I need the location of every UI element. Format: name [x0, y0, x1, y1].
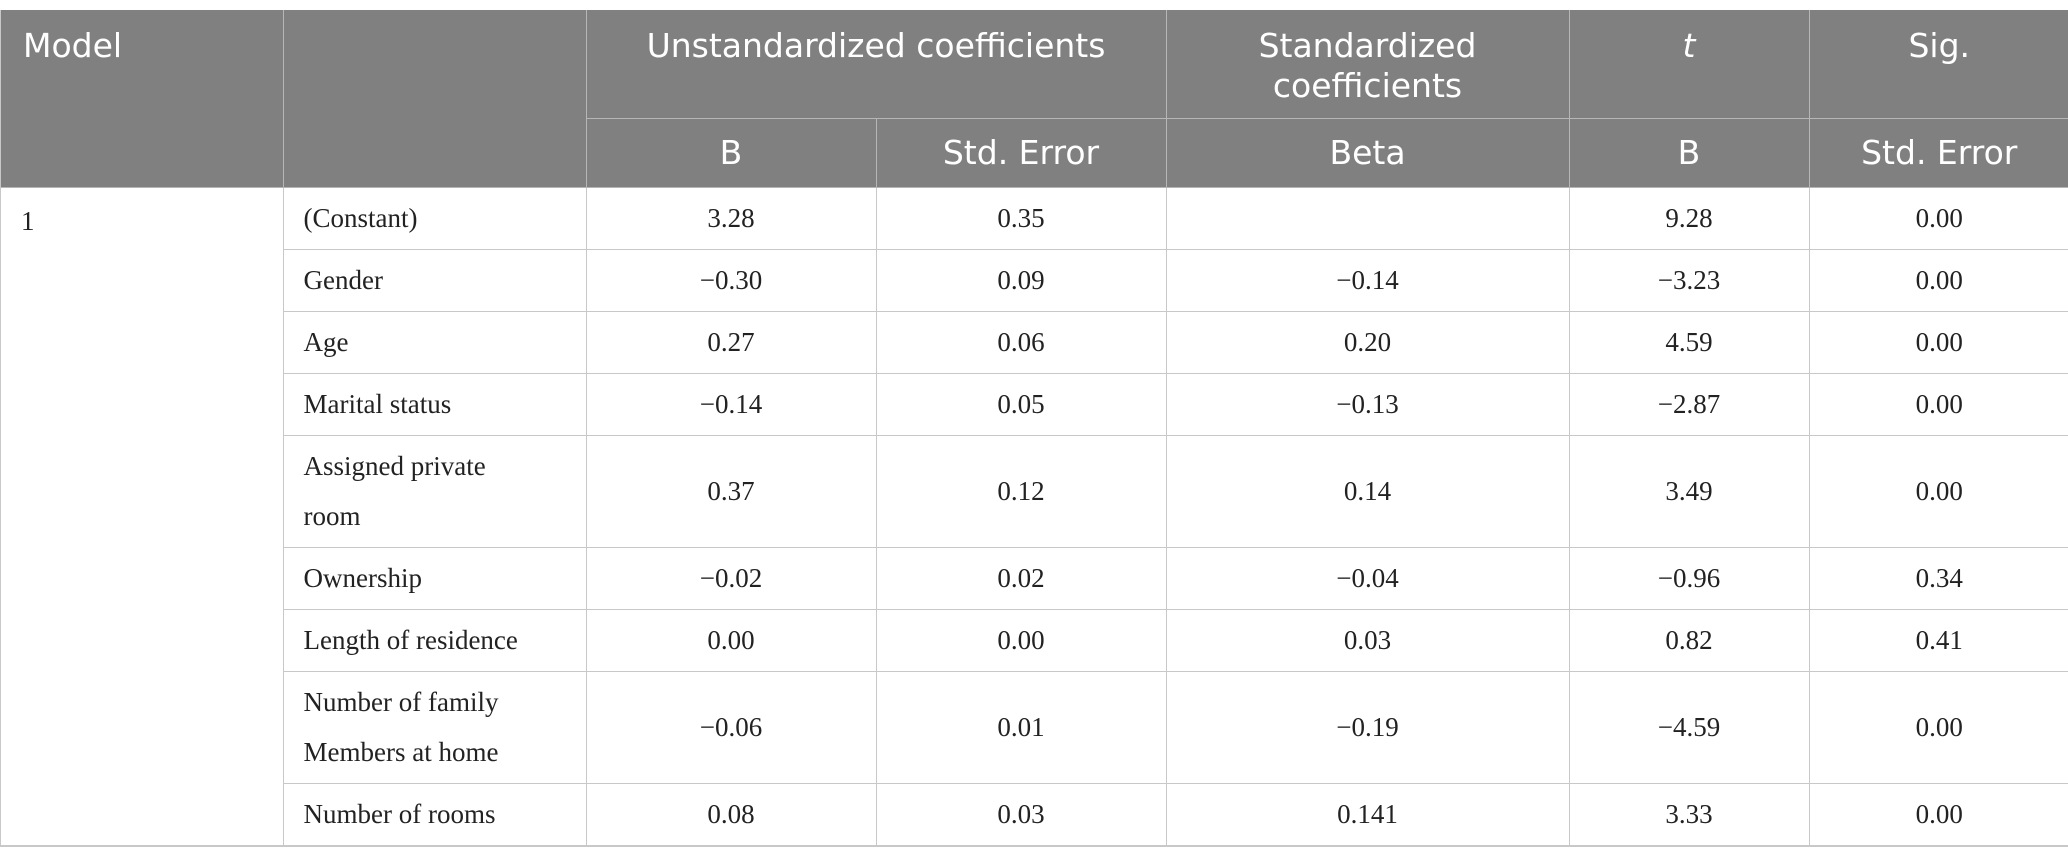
header-model: Model: [1, 10, 284, 188]
cell-sig: 0.00: [1809, 311, 2068, 374]
cell-t: −3.23: [1569, 249, 1810, 312]
header-row-sub: B Std. Error Beta B Std. Error: [1, 118, 2068, 188]
header-t-label: t: [1682, 26, 1696, 65]
cell-t: 3.49: [1569, 435, 1810, 548]
cell-se: 0.00: [876, 609, 1167, 672]
row-label: Gender: [283, 249, 587, 312]
cell-t: −2.87: [1569, 373, 1810, 436]
cell-t: 3.33: [1569, 783, 1810, 846]
header-standardized-line1: Standardized: [1258, 26, 1477, 65]
table-row: Number of rooms 0.08 0.03 0.141 3.33 0.0…: [1, 783, 2068, 846]
regression-table-container: Model Unstandardized coefficients Standa…: [0, 10, 2068, 847]
table-row: Assigned private room 0.37 0.12 0.14 3.49…: [1, 435, 2068, 548]
cell-se: 0.09: [876, 249, 1167, 312]
cell-se: 0.03: [876, 783, 1167, 846]
row-label-line1: Assigned private: [303, 451, 486, 481]
cell-sig: 0.00: [1809, 187, 2068, 250]
cell-se: 0.12: [876, 435, 1167, 548]
cell-sig: 0.00: [1809, 435, 2068, 548]
table-row: 1 (Constant) 3.28 0.35 9.28 0.00: [1, 187, 2068, 846]
table-row: Ownership −0.02 0.02 −0.04 −0.96 0.34: [1, 547, 2068, 610]
row-label-line2: room: [303, 501, 361, 531]
cell-t: 4.59: [1569, 311, 1810, 374]
cell-b: 0.37: [586, 435, 877, 548]
cell-se: 0.06: [876, 311, 1167, 374]
header-sub-std-error: Std. Error: [876, 118, 1167, 188]
cell-sig: 0.41: [1809, 609, 2068, 672]
cell-t: −0.96: [1569, 547, 1810, 610]
row-label: (Constant): [283, 187, 587, 250]
cell-se: 0.35: [876, 187, 1167, 250]
cell-sig: 0.00: [1809, 671, 2068, 784]
table-row: Marital status −0.14 0.05 −0.13 −2.87 0.…: [1, 373, 2068, 436]
row-label: Number of rooms: [283, 783, 587, 846]
cell-beta: −0.19: [1166, 671, 1570, 784]
header-sub-beta: Beta: [1166, 118, 1570, 188]
row-label: Age: [283, 311, 587, 374]
row-label-line1: Number of family: [303, 687, 499, 717]
cell-sig: 0.34: [1809, 547, 2068, 610]
cell-se: 0.02: [876, 547, 1167, 610]
cell-beta: 0.141: [1166, 783, 1570, 846]
row-label: Number of family Members at home: [283, 671, 587, 784]
cell-sig: 0.00: [1809, 249, 2068, 312]
regression-coefficients-table: Model Unstandardized coefficients Standa…: [1, 10, 2068, 846]
header-sub-b: B: [586, 118, 877, 188]
cell-b: 0.27: [586, 311, 877, 374]
header-row-top: Model Unstandardized coefficients Standa…: [1, 10, 2068, 188]
cell-b: −0.02: [586, 547, 877, 610]
cell-beta: [1166, 187, 1570, 250]
cell-beta: 0.14: [1166, 435, 1570, 548]
cell-beta: −0.14: [1166, 249, 1570, 312]
row-label: Ownership: [283, 547, 587, 610]
cell-b: 0.00: [586, 609, 877, 672]
cell-b: 3.28: [586, 187, 877, 250]
cell-b: −0.06: [586, 671, 877, 784]
row-label: Assigned private room: [283, 435, 587, 548]
table-row: Number of family Members at home −0.06 0.…: [1, 671, 2068, 784]
cell-b: −0.30: [586, 249, 877, 312]
cell-t: 0.82: [1569, 609, 1810, 672]
cell-beta: −0.04: [1166, 547, 1570, 610]
header-variable: [283, 10, 587, 188]
header-sig: Sig.: [1809, 10, 2068, 119]
table-row: Gender −0.30 0.09 −0.14 −3.23 0.00: [1, 249, 2068, 312]
table-row: Age 0.27 0.06 0.20 4.59 0.00: [1, 311, 2068, 374]
row-label-line2: Members at home: [303, 737, 499, 767]
cell-se: 0.05: [876, 373, 1167, 436]
row-label: Marital status: [283, 373, 587, 436]
cell-beta: −0.13: [1166, 373, 1570, 436]
row-label: Length of residence: [283, 609, 587, 672]
cell-beta: 0.20: [1166, 311, 1570, 374]
cell-se: 0.01: [876, 671, 1167, 784]
header-sub-t: B: [1569, 118, 1810, 188]
cell-b: 0.08: [586, 783, 877, 846]
header-unstandardized: Unstandardized coefficients: [586, 10, 1167, 119]
model-number: 1: [1, 187, 284, 846]
header-t: t: [1569, 10, 1810, 119]
table-row: Length of residence 0.00 0.00 0.03 0.82 …: [1, 609, 2068, 672]
cell-sig: 0.00: [1809, 373, 2068, 436]
cell-b: −0.14: [586, 373, 877, 436]
header-sub-sig: Std. Error: [1809, 118, 2068, 188]
header-standardized-line2: coefficients: [1272, 66, 1463, 105]
cell-sig: 0.00: [1809, 783, 2068, 846]
header-standardized: Standardized coefficients: [1166, 10, 1570, 119]
cell-t: 9.28: [1569, 187, 1810, 250]
cell-t: −4.59: [1569, 671, 1810, 784]
cell-beta: 0.03: [1166, 609, 1570, 672]
